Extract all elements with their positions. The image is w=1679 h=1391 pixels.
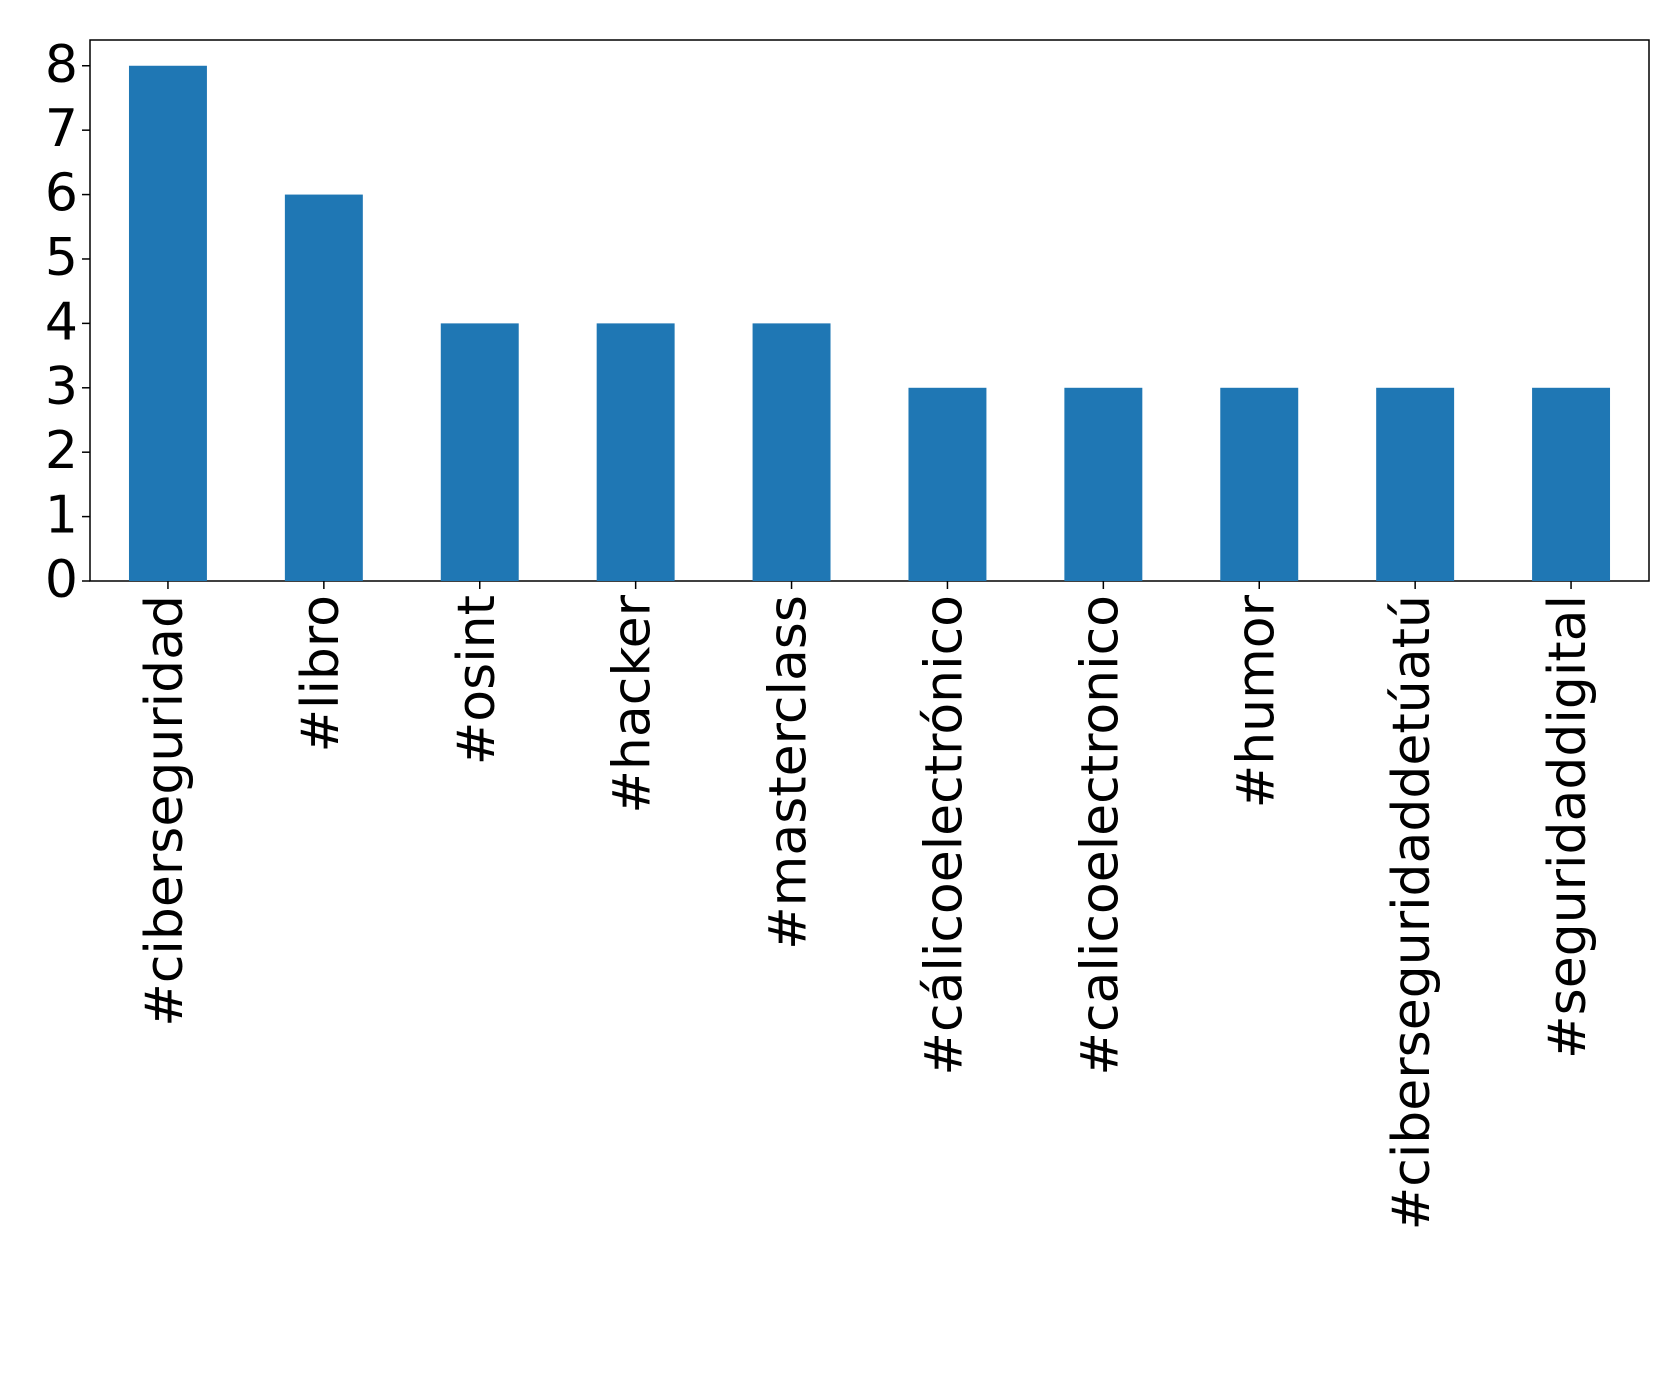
x-tick-label: #ciberseguridad (135, 595, 195, 1027)
x-tick-label: #masterclass (759, 595, 819, 950)
x-tick-label: #libro (291, 595, 351, 753)
y-tick-label: 1 (45, 486, 78, 546)
bar (284, 194, 363, 582)
y-tick-label: 2 (45, 421, 78, 481)
x-tick-label: #ciberseguridaddetúatú (1382, 595, 1442, 1230)
bar (1376, 387, 1455, 581)
bar (128, 65, 207, 581)
y-tick-label: 6 (45, 164, 78, 224)
y-tick-label: 3 (45, 357, 78, 417)
bar (596, 323, 675, 581)
x-tick-label: #hacker (603, 594, 663, 813)
x-tick-label: #osint (447, 595, 507, 765)
plot-frame (89, 39, 1650, 582)
bar (752, 323, 831, 581)
y-tick-label: 5 (45, 228, 78, 288)
x-tick-label: #calicoelectronico (1070, 595, 1130, 1076)
y-tick-label: 7 (45, 99, 78, 159)
bar (908, 387, 987, 581)
x-tick-label: #seguridaddigital (1538, 595, 1598, 1059)
y-tick-label: 4 (45, 292, 78, 352)
y-tick-label: 8 (45, 35, 78, 95)
bar (1220, 387, 1299, 581)
y-tick-label: 0 (45, 550, 78, 610)
x-tick-label: #cálicoelectrónico (914, 595, 974, 1076)
x-tick-label: #humor (1226, 594, 1286, 808)
bar (1064, 387, 1143, 581)
bar (440, 323, 519, 581)
bar (1532, 387, 1611, 581)
